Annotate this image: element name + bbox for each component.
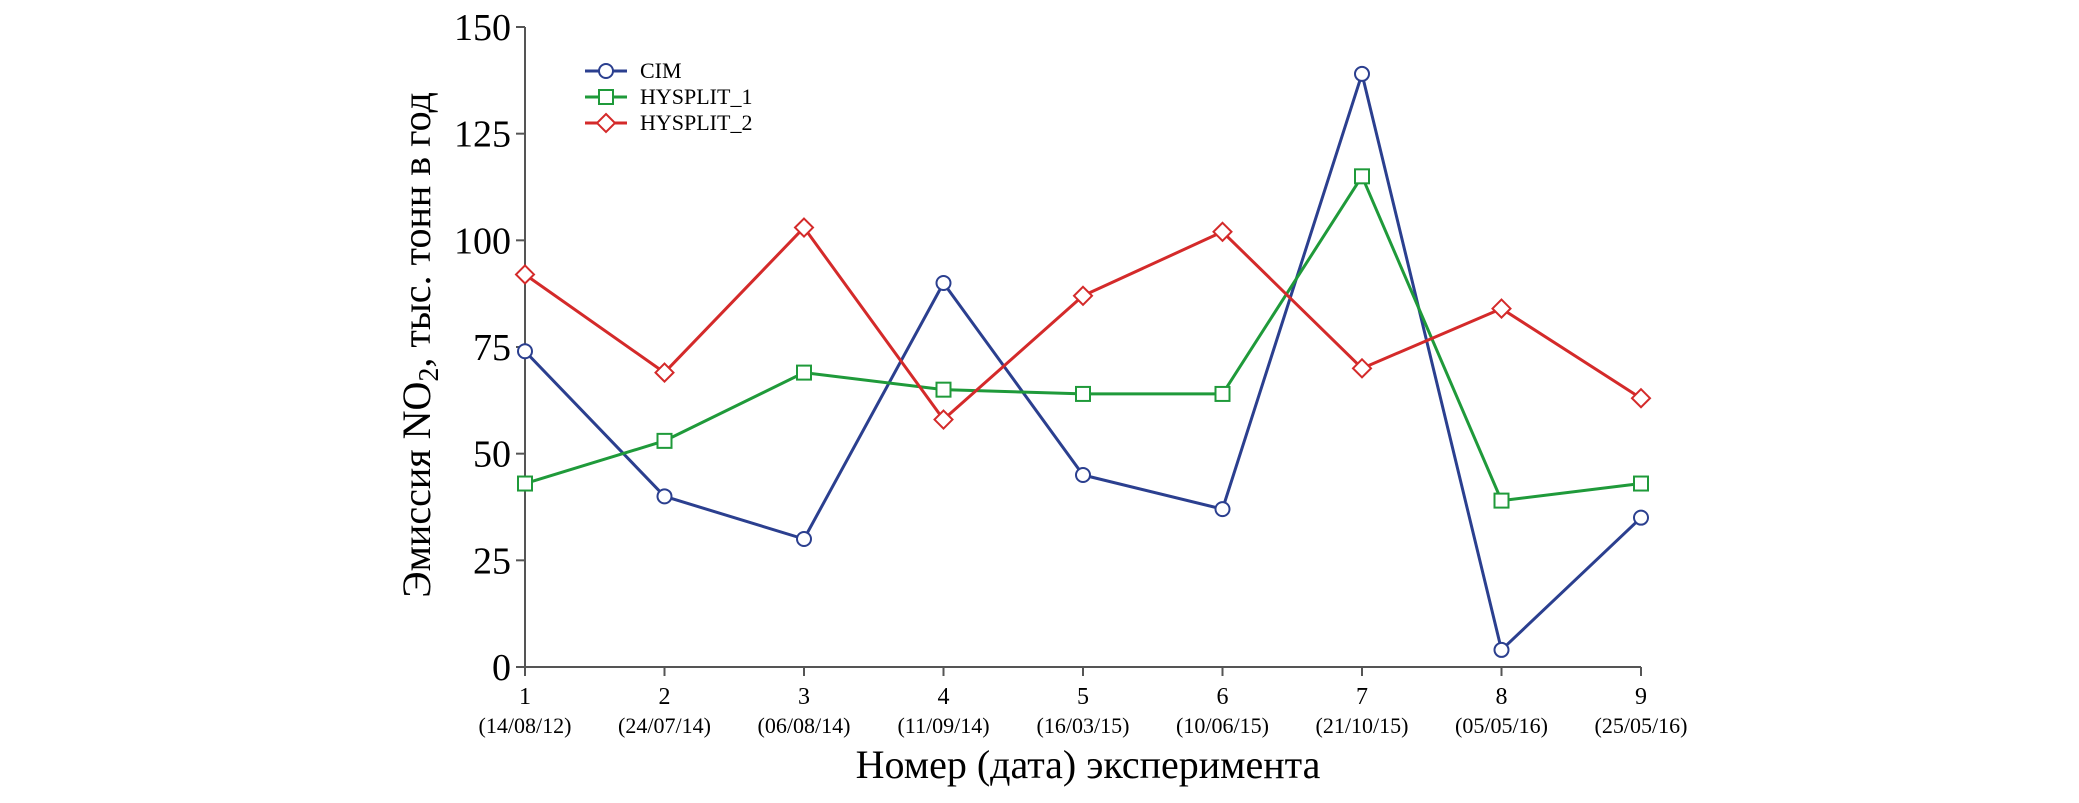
data-point <box>514 264 536 285</box>
x-tick-number: 7 <box>1356 684 1368 710</box>
y-tick-label: 0 <box>492 647 511 689</box>
series-line <box>523 72 1643 652</box>
data-point <box>656 488 673 505</box>
x-tick-date: (25/05/16) <box>1595 713 1688 738</box>
legend-label: CIM <box>640 58 682 83</box>
x-tick-number: 6 <box>1217 684 1229 710</box>
data-point <box>1493 641 1510 658</box>
data-point <box>933 409 954 430</box>
data-point <box>1633 475 1649 492</box>
x-tick-date: (05/05/16) <box>1455 713 1548 738</box>
data-point <box>1075 385 1091 402</box>
y-axis-title-rest: , тыс. тонн в год <box>394 92 439 367</box>
x-tick-number: 3 <box>798 684 810 710</box>
y-tick-label: 100 <box>454 220 511 262</box>
series-cim <box>517 65 1649 658</box>
legend-marker <box>595 112 617 134</box>
legend-item: HYSPLIT_1 <box>585 84 752 109</box>
x-tick-date: (16/03/15) <box>1037 713 1130 738</box>
data-point <box>517 343 533 360</box>
data-point <box>796 364 812 381</box>
data-point <box>656 432 673 449</box>
x-tick-date: (11/09/14) <box>897 713 989 738</box>
series-hysplit-2 <box>514 217 1652 430</box>
data-point <box>935 275 952 291</box>
x-tick-date: (06/08/14) <box>758 713 851 738</box>
data-point <box>935 381 952 398</box>
data-point <box>1214 501 1231 518</box>
x-tick-number: 5 <box>1077 684 1089 710</box>
data-point <box>1214 385 1231 402</box>
y-axis-title: Эмиссия NO2, тыс. тонн в год <box>394 92 445 598</box>
legend-item: HYSPLIT_2 <box>585 110 752 135</box>
x-axis-title: Номер (дата) эксперимента <box>856 742 1321 787</box>
legend-label: HYSPLIT_1 <box>640 84 752 109</box>
x-tick-date: (14/08/12) <box>479 713 572 738</box>
y-tick-label: 150 <box>454 7 511 49</box>
y-axis-title-subscript: 2 <box>414 368 445 382</box>
legend-label: HYSPLIT_2 <box>640 110 752 135</box>
x-tick-date: (21/10/15) <box>1316 713 1409 738</box>
legend-item: CIM <box>585 58 682 83</box>
legend-marker <box>598 63 614 79</box>
data-point <box>796 531 812 547</box>
data-point <box>1354 168 1370 185</box>
series-layer <box>514 65 1652 658</box>
y-tick-label: 75 <box>473 327 511 369</box>
data-point <box>1630 387 1652 409</box>
series-line <box>524 174 1642 503</box>
data-point <box>1493 492 1510 509</box>
x-tick-date: (10/06/15) <box>1176 713 1269 738</box>
data-point <box>1633 509 1649 526</box>
data-point <box>654 362 675 384</box>
data-point <box>1491 298 1512 320</box>
data-point <box>793 217 815 238</box>
y-tick-label: 25 <box>473 540 511 582</box>
legend-marker <box>598 89 614 105</box>
y-tick-label: 125 <box>454 114 511 156</box>
data-point <box>517 475 533 492</box>
x-tick-number: 8 <box>1496 684 1508 710</box>
x-tick-number: 4 <box>938 684 950 710</box>
data-point <box>1075 467 1091 483</box>
data-point <box>1354 65 1370 82</box>
data-point <box>1072 285 1094 307</box>
data-point <box>1212 221 1233 243</box>
series-hysplit-1 <box>517 168 1649 509</box>
x-tick-number: 9 <box>1635 684 1647 710</box>
y-axis-title-main: Эмиссия NO <box>394 382 439 598</box>
x-tick-date: (24/07/14) <box>618 713 711 738</box>
x-tick-number: 1 <box>519 684 531 710</box>
y-tick-label: 50 <box>473 434 511 476</box>
x-tick-number: 2 <box>659 684 671 710</box>
axes: 02550751001251501(14/08/12)2(24/07/14)3(… <box>454 7 1687 738</box>
data-point <box>1351 357 1373 379</box>
